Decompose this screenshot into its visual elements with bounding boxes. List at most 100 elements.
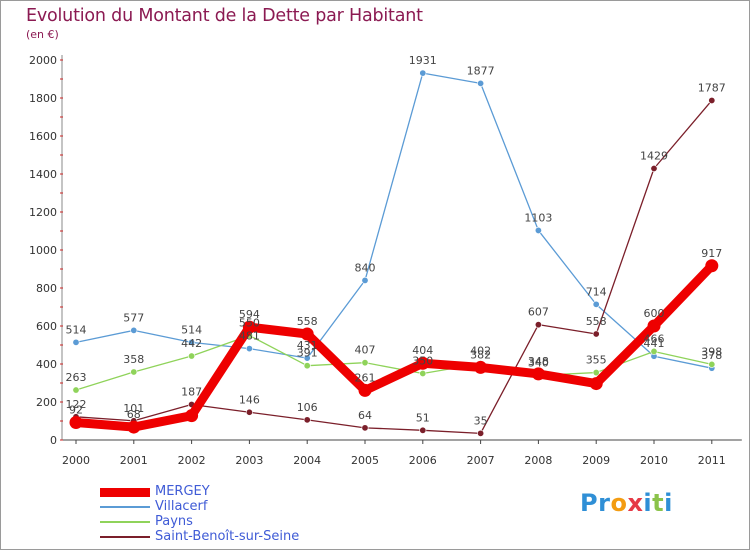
data-label: 550 xyxy=(239,317,260,330)
legend-swatch xyxy=(100,521,150,523)
x-tick-label: 2008 xyxy=(524,454,552,467)
data-label: 378 xyxy=(701,349,722,362)
data-label: 340 xyxy=(528,356,549,369)
y-tick-label: 1800 xyxy=(29,92,57,105)
data-label: 514 xyxy=(181,323,202,336)
x-tick-label: 2011 xyxy=(698,454,726,467)
data-label: 1787 xyxy=(698,81,726,94)
x-tick-label: 2002 xyxy=(178,454,206,467)
data-label: 398 xyxy=(701,345,722,358)
data-point xyxy=(303,354,311,362)
data-point xyxy=(72,386,80,394)
data-label: 840 xyxy=(355,261,376,274)
legend-label: Villacerf xyxy=(155,499,208,514)
y-tick-label: 0 xyxy=(50,434,57,447)
data-point xyxy=(245,345,253,353)
x-tick-label: 2009 xyxy=(582,454,610,467)
data-label: 402 xyxy=(470,345,491,358)
data-point xyxy=(188,338,196,346)
data-label: 391 xyxy=(297,347,318,360)
legend-label: MERGEY xyxy=(155,484,210,499)
x-tick-label: 2004 xyxy=(293,454,321,467)
data-label: 263 xyxy=(66,371,87,384)
logo-letter: i xyxy=(664,489,673,517)
y-tick-label: 1600 xyxy=(29,130,57,143)
legend-item: MERGEY xyxy=(100,484,400,500)
legend-item: Saint-Benoît-sur-Seine xyxy=(100,529,400,545)
data-point xyxy=(531,367,545,381)
logo-letter: x xyxy=(627,489,644,517)
logo-letter: i xyxy=(643,489,653,517)
logo-letter: P xyxy=(580,489,599,517)
data-label: 187 xyxy=(181,385,202,398)
data-point xyxy=(650,347,658,355)
data-point xyxy=(185,409,199,423)
data-label: 122 xyxy=(66,398,87,411)
data-point xyxy=(647,319,661,333)
data-label: 92 xyxy=(69,404,83,417)
data-point xyxy=(127,420,141,434)
data-label: 558 xyxy=(297,315,318,328)
data-label: 607 xyxy=(528,306,549,319)
x-tick-label: 2010 xyxy=(640,454,668,467)
y-tick-label: 600 xyxy=(36,320,57,333)
x-tick-label: 2003 xyxy=(235,454,263,467)
data-point xyxy=(419,69,427,77)
data-label: 1931 xyxy=(409,54,437,67)
data-point xyxy=(361,359,369,367)
data-label: 35 xyxy=(474,414,488,427)
logo-letter: t xyxy=(652,489,665,517)
x-tick-label: 2005 xyxy=(351,454,379,467)
data-label: 101 xyxy=(123,402,144,415)
data-point xyxy=(361,276,369,284)
data-label: 358 xyxy=(123,353,144,366)
data-point xyxy=(589,377,603,391)
data-label: 382 xyxy=(470,348,491,361)
logo-letter: o xyxy=(610,489,628,517)
data-label: 1877 xyxy=(467,64,495,77)
data-label: 441 xyxy=(644,337,665,350)
data-label: 350 xyxy=(412,355,433,368)
data-point xyxy=(592,330,600,338)
data-point xyxy=(534,321,542,329)
data-point xyxy=(419,369,427,377)
data-label: 64 xyxy=(358,409,372,422)
data-label: 466 xyxy=(644,332,665,345)
series-line-3 xyxy=(75,99,713,435)
data-label: 594 xyxy=(239,308,260,321)
chart-subtitle: (en €) xyxy=(26,28,59,41)
data-label: 407 xyxy=(355,344,376,357)
data-label: 51 xyxy=(416,411,430,424)
data-point xyxy=(303,416,311,424)
data-label: 442 xyxy=(181,337,202,350)
y-tick-label: 1200 xyxy=(29,206,57,219)
legend-item: Payns xyxy=(100,514,400,530)
data-point xyxy=(358,383,372,397)
data-label: 600 xyxy=(644,307,665,320)
legend-label: Saint-Benoît-sur-Seine xyxy=(155,529,300,544)
data-point xyxy=(300,327,314,341)
y-tick-label: 1000 xyxy=(29,244,57,257)
data-label: 68 xyxy=(127,408,141,421)
data-point xyxy=(650,164,658,172)
series-line-1 xyxy=(75,72,713,369)
x-tick-label: 2000 xyxy=(62,454,90,467)
data-label: 348 xyxy=(528,355,549,368)
data-label: 714 xyxy=(586,285,607,298)
data-point xyxy=(130,326,138,334)
data-label: 481 xyxy=(239,330,260,343)
data-point xyxy=(419,426,427,434)
legend-swatch xyxy=(100,506,150,508)
data-point xyxy=(242,320,256,334)
data-label: 404 xyxy=(412,344,433,357)
y-tick-label: 2000 xyxy=(29,54,57,67)
data-point xyxy=(534,226,542,234)
x-tick-label: 2007 xyxy=(467,454,495,467)
data-point xyxy=(474,360,488,374)
y-tick-label: 1400 xyxy=(29,168,57,181)
data-label: 431 xyxy=(297,339,318,352)
data-label: 1103 xyxy=(524,211,552,224)
data-point xyxy=(708,96,716,104)
data-label: 577 xyxy=(123,311,144,324)
data-point xyxy=(477,79,485,87)
